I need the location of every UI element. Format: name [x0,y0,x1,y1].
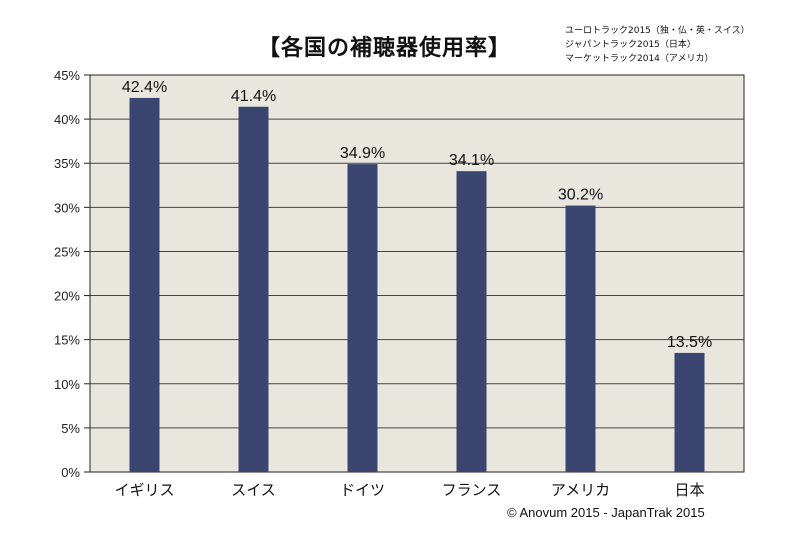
x-category-label: ドイツ [340,481,385,499]
source-line: マーケットラック2014（アメリカ） [565,54,714,64]
y-tick-label: 10% [54,377,80,392]
bar [565,205,596,472]
source-line: ジャパントラック2015（日本） [565,40,696,50]
bar [238,106,269,472]
data-label: 34.9% [340,145,385,162]
x-category-label: フランス [442,481,502,499]
chart-title: 【各国の補聴器使用率】 [258,36,512,61]
y-tick-label: 25% [54,244,80,259]
bar [347,164,378,473]
x-category-label: イギリス [114,481,174,499]
x-category-label: スイス [231,481,276,499]
y-tick-label: 20% [54,289,80,304]
y-tick-label: 15% [54,333,80,348]
plot-frame [89,74,745,473]
plot-area [90,75,744,472]
bar [456,171,487,472]
data-label: 13.5% [667,334,712,351]
data-label: 42.4% [122,79,167,96]
data-label: 41.4% [231,88,276,105]
y-tick-label: 35% [54,156,80,171]
copyright-notice: © Anovum 2015 - JapanTrak 2015 [507,505,705,520]
y-tick-label: 45% [54,68,80,83]
bar [129,97,160,472]
chart-sources: ユーロトラック2015（独・仏・英・スイス） ジャパントラック2015（日本） … [565,24,750,66]
data-label: 30.2% [558,187,603,204]
x-category-label: アメリカ [551,481,610,499]
y-tick-label: 0% [61,465,80,480]
source-line: ユーロトラック2015（独・仏・英・スイス） [565,26,750,36]
data-label: 34.1% [449,152,494,169]
y-tick-label: 30% [54,200,80,215]
x-category-label: 日本 [674,481,704,499]
y-tick-label: 5% [61,421,80,436]
bar [674,352,705,472]
y-tick-label: 40% [54,112,80,127]
